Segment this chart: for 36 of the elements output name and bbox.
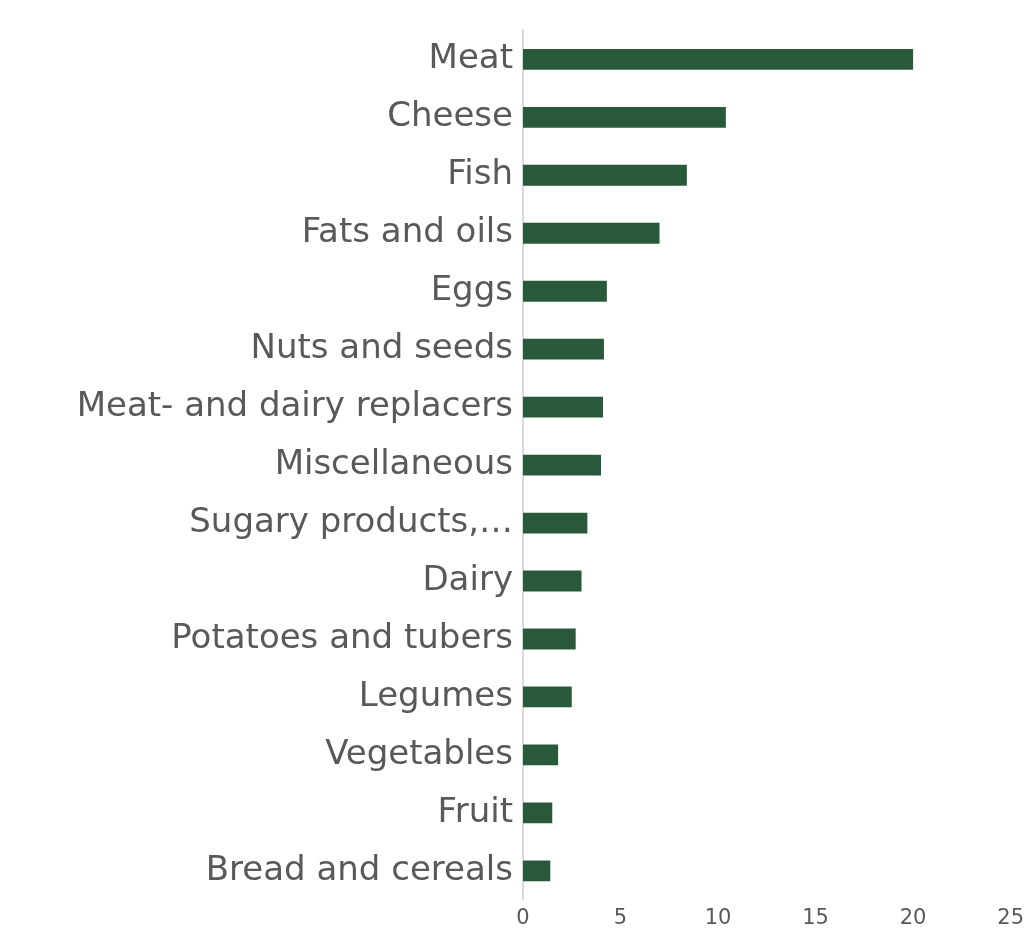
bar (523, 396, 603, 418)
x-tick-label: 15 (802, 904, 829, 929)
bar (523, 744, 559, 766)
y-tick-label: Potatoes and tubers (171, 615, 513, 656)
y-tick-label: Dairy (422, 557, 513, 598)
y-tick-label: Meat (428, 36, 513, 77)
x-tick-label: 10 (704, 904, 732, 929)
bar (523, 802, 553, 824)
bar (523, 454, 602, 476)
x-tick-label: 20 (899, 904, 927, 929)
bar (523, 628, 576, 650)
y-tick-label: Eggs (430, 268, 513, 309)
bar (523, 222, 660, 244)
y-tick-label: Sugary products,… (189, 499, 513, 540)
y-tick-label: Cheese (387, 94, 513, 135)
y-tick-label: Fats and oils (301, 210, 513, 251)
bar (523, 280, 607, 302)
bar (523, 570, 582, 592)
x-tick-label: 5 (613, 904, 628, 929)
y-tick-label: Fruit (437, 789, 513, 830)
bar (523, 48, 914, 70)
y-tick-label: Nuts and seeds (250, 326, 513, 367)
bar (523, 164, 687, 186)
y-tick-label: Bread and cereals (205, 847, 513, 888)
bar (523, 860, 551, 882)
y-tick-label: Meat- and dairy replacers (76, 383, 513, 424)
y-tick-label: Fish (447, 152, 513, 193)
y-tick-label: Vegetables (325, 731, 513, 772)
bar (523, 338, 604, 360)
bar (523, 512, 588, 534)
y-tick-label: Legumes (358, 673, 513, 714)
x-tick-label: 25 (997, 904, 1025, 929)
bar (523, 106, 726, 128)
y-tick-label: Miscellaneous (274, 441, 513, 482)
x-tick-label: 0 (516, 904, 530, 929)
bar (523, 686, 572, 708)
